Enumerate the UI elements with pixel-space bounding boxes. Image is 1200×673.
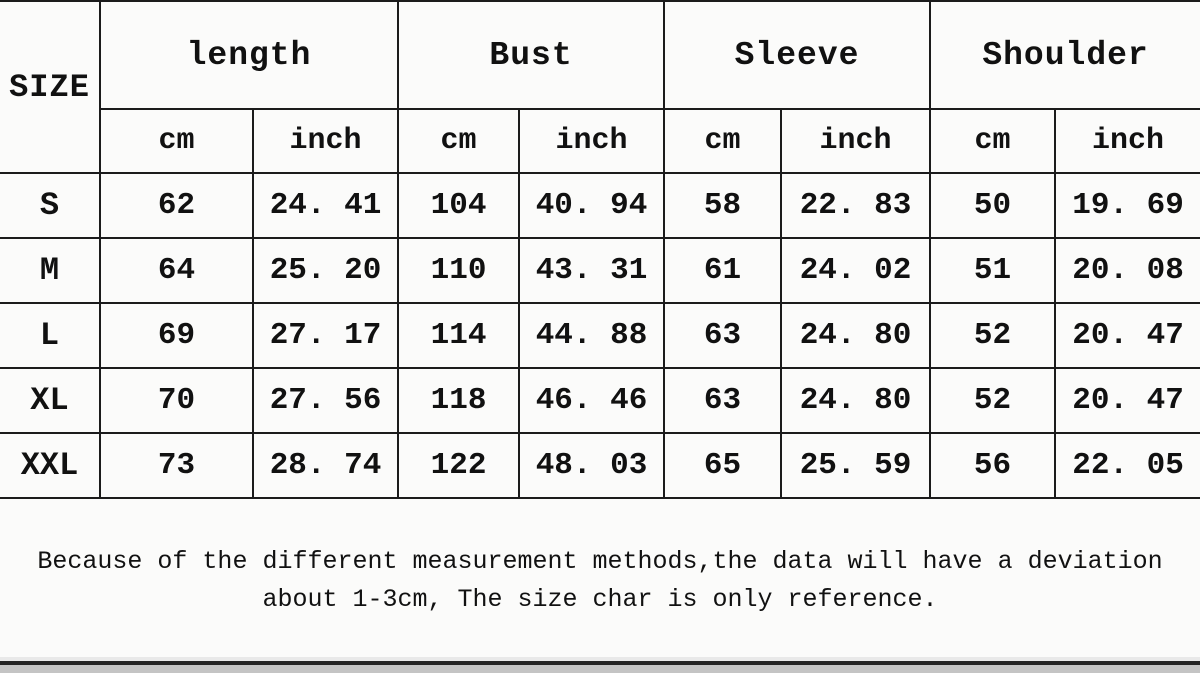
- value-cell: 25. 59: [780, 432, 932, 499]
- value-cell: 27. 17: [251, 302, 400, 369]
- value-cell: 20. 47: [1054, 367, 1200, 434]
- size-cell: XXL: [0, 432, 101, 499]
- value-cell: 24. 80: [780, 302, 932, 369]
- value-cell: 25. 20: [251, 237, 400, 304]
- size-cell: M: [0, 237, 101, 304]
- table-row-size-m: M 64 25. 20 110 43. 31 61 24. 02 51 20. …: [0, 237, 1200, 304]
- size-cell: XL: [0, 367, 101, 434]
- unit-header-shoulder-cm: cm: [929, 108, 1057, 174]
- value-cell: 110: [397, 237, 521, 304]
- col-header-sleeve: Sleeve: [663, 0, 932, 110]
- value-cell: 63: [663, 367, 783, 434]
- value-cell: 20. 47: [1054, 302, 1200, 369]
- value-cell: 61: [663, 237, 783, 304]
- header-unit-row: cm inch cm inch cm inch cm inch: [0, 108, 1200, 174]
- unit-header-sleeve-inch: inch: [780, 108, 932, 174]
- unit-header-shoulder-inch: inch: [1054, 108, 1200, 174]
- value-cell: 24. 80: [780, 367, 932, 434]
- value-cell: 22. 05: [1054, 432, 1200, 499]
- table-row-size-l: L 69 27. 17 114 44. 88 63 24. 80 52 20. …: [0, 302, 1200, 369]
- value-cell: 44. 88: [518, 302, 666, 369]
- unit-header-bust-cm: cm: [397, 108, 521, 174]
- value-cell: 50: [929, 172, 1057, 239]
- value-cell: 64: [99, 237, 254, 304]
- bottom-strip-gray: [0, 665, 1200, 673]
- size-chart-table: SIZE length Bust Sleeve Shoulder cm inch…: [0, 0, 1200, 499]
- value-cell: 48. 03: [518, 432, 666, 499]
- value-cell: 24. 02: [780, 237, 932, 304]
- disclaimer-line-1: Because of the different measurement met…: [37, 547, 1163, 576]
- value-cell: 24. 41: [251, 172, 400, 239]
- value-cell: 40. 94: [518, 172, 666, 239]
- measurement-disclaimer: Because of the different measurement met…: [0, 543, 1200, 619]
- value-cell: 69: [99, 302, 254, 369]
- col-header-length: length: [98, 0, 400, 110]
- col-header-shoulder: Shoulder: [929, 0, 1200, 110]
- value-cell: 51: [929, 237, 1057, 304]
- size-column-header: SIZE: [0, 0, 101, 174]
- value-cell: 52: [929, 367, 1057, 434]
- value-cell: 52: [929, 302, 1057, 369]
- col-header-bust: Bust: [397, 0, 666, 110]
- unit-header-length-cm: cm: [99, 108, 254, 174]
- value-cell: 70: [99, 367, 254, 434]
- value-cell: 73: [99, 432, 254, 499]
- value-cell: 65: [663, 432, 783, 499]
- bottom-divider-dark: [0, 661, 1200, 665]
- value-cell: 22. 83: [780, 172, 932, 239]
- disclaimer-line-2: about 1-3cm, The size char is only refer…: [262, 585, 938, 614]
- unit-header-sleeve-cm: cm: [663, 108, 783, 174]
- bottom-divider-light: [0, 657, 1200, 661]
- value-cell: 58: [663, 172, 783, 239]
- table-row-size-xl: XL 70 27. 56 118 46. 46 63 24. 80 52 20.…: [0, 367, 1200, 434]
- value-cell: 104: [397, 172, 521, 239]
- value-cell: 122: [397, 432, 521, 499]
- table-row-size-xxl: XXL 73 28. 74 122 48. 03 65 25. 59 56 22…: [0, 432, 1200, 499]
- value-cell: 63: [663, 302, 783, 369]
- header-group-row: SIZE length Bust Sleeve Shoulder: [0, 0, 1200, 174]
- table-row-size-s: S 62 24. 41 104 40. 94 58 22. 83 50 19. …: [0, 172, 1200, 239]
- value-cell: 28. 74: [251, 432, 400, 499]
- value-cell: 118: [397, 367, 521, 434]
- value-cell: 19. 69: [1054, 172, 1200, 239]
- value-cell: 43. 31: [518, 237, 666, 304]
- value-cell: 20. 08: [1054, 237, 1200, 304]
- value-cell: 56: [929, 432, 1057, 499]
- size-cell: S: [0, 172, 101, 239]
- unit-header-bust-inch: inch: [518, 108, 666, 174]
- value-cell: 62: [99, 172, 254, 239]
- value-cell: 46. 46: [518, 367, 666, 434]
- unit-header-length-inch: inch: [251, 108, 400, 174]
- size-cell: L: [0, 302, 101, 369]
- value-cell: 27. 56: [251, 367, 400, 434]
- value-cell: 114: [397, 302, 521, 369]
